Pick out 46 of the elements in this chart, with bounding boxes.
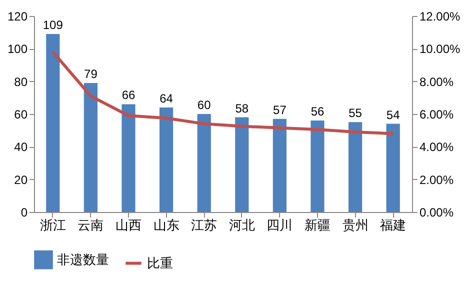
bar [84,82,98,212]
data-label: 58 [235,101,249,116]
data-label: 79 [84,66,98,81]
data-label: 60 [197,98,212,112]
legend-label: 比重 [147,255,173,270]
x-tick-label: 云南 [78,218,104,232]
data-label: 54 [386,108,400,122]
bar [46,34,60,212]
y-tick-label: 60 [14,108,28,122]
bar [348,122,362,212]
bar [122,104,136,212]
y2-tick-label: 10.00% [420,42,461,56]
bar [197,114,211,212]
bar [386,124,400,212]
bar [272,118,287,212]
legend-label: 非遗数量 [57,252,109,267]
bar [310,120,324,212]
y2-tick-label: 4.00% [420,140,454,154]
y2-tick-label: 8.00% [420,74,454,89]
bar [159,107,174,212]
data-label: 57 [273,102,287,117]
x-tick-label: 贵州 [342,218,368,232]
x-tick-label: 四川 [266,218,293,232]
y-tick-label: 80 [14,74,28,89]
x-tick-label: 河北 [228,218,255,232]
x-tick-label: 山西 [116,218,142,232]
y2-tick-label: 12.00% [420,10,461,24]
data-label: 55 [348,106,362,120]
x-tick-label: 浙江 [40,218,66,232]
y2-tick-label: 6.00% [420,108,454,122]
data-label: 64 [160,91,174,106]
data-label: 56 [310,104,324,119]
x-tick-label: 新疆 [304,218,330,232]
y2-tick-label: 0.00% [420,206,454,220]
x-tick-label: 江苏 [191,218,218,232]
y-tick-label: 40 [14,140,28,154]
y-tick-label: 100 [7,42,28,56]
x-tick-label: 福建 [380,218,406,232]
data-label: 109 [42,18,64,32]
x-tick-label: 山东 [153,218,180,232]
y-tick-label: 0 [20,206,28,220]
bar [235,117,249,212]
y-tick-label: 20 [14,172,28,187]
y-tick-label: 120 [7,10,28,24]
y2-tick-label: 2.00% [420,172,454,187]
data-label: 66 [122,88,136,102]
